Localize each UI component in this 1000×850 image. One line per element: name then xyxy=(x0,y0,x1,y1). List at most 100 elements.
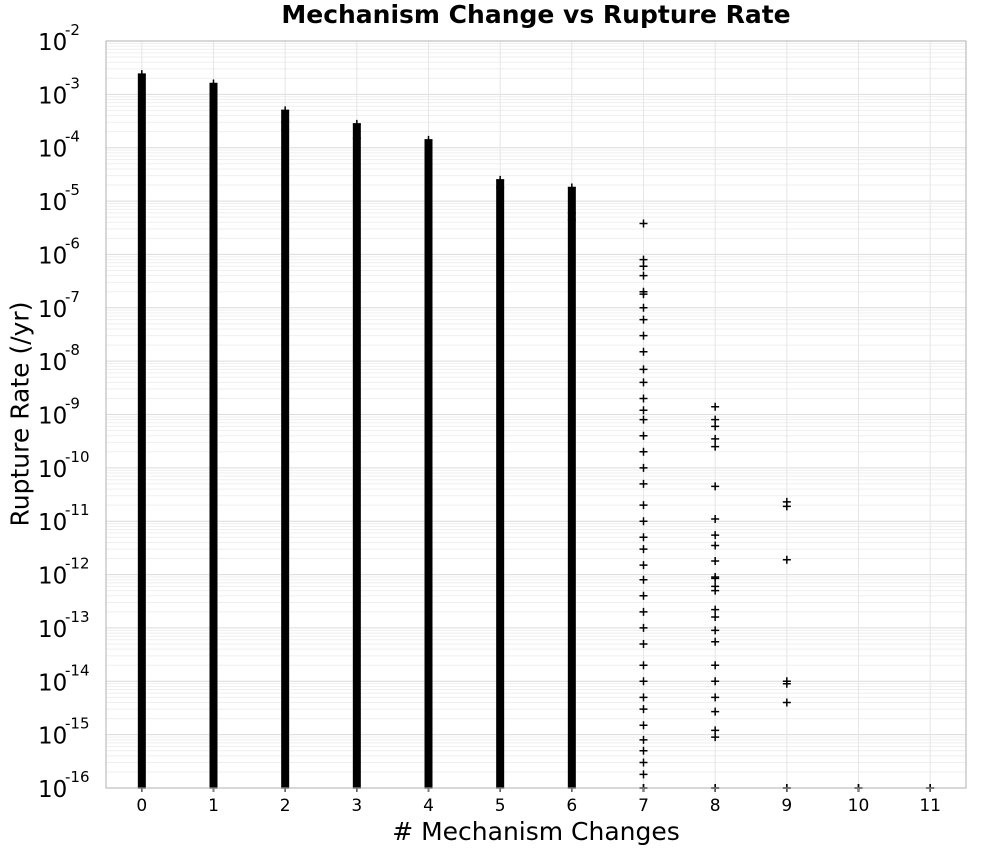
series-column-1 xyxy=(209,79,218,792)
data-point xyxy=(639,677,648,686)
y-tick-label: 10-2 xyxy=(38,21,80,56)
y-tick-label: 10-6 xyxy=(38,234,80,269)
data-point xyxy=(639,693,648,702)
x-tick-label: 8 xyxy=(710,796,721,816)
series-column-5 xyxy=(496,175,505,792)
data-point xyxy=(639,262,648,271)
chart-title: Mechanism Change vs Rupture Rate xyxy=(281,0,791,29)
y-tick-exponent: -15 xyxy=(65,715,90,733)
series-column-4 xyxy=(424,135,433,792)
y-tick-label: 10-12 xyxy=(38,555,90,590)
data-point xyxy=(639,378,648,387)
data-point xyxy=(782,555,791,564)
data-point xyxy=(711,574,720,583)
data-point xyxy=(639,623,648,632)
data-point xyxy=(639,255,648,264)
data-point xyxy=(711,531,720,540)
y-tick-base: 10 xyxy=(38,243,67,269)
data-point xyxy=(639,575,648,584)
y-tick-label: 10-10 xyxy=(38,448,90,483)
dense-point-band xyxy=(567,187,576,789)
y-axis-label: Rupture Rate (/yr) xyxy=(5,301,35,527)
data-point xyxy=(496,183,505,192)
data-point xyxy=(711,661,720,670)
grid-lines xyxy=(106,41,966,789)
data-point xyxy=(711,626,720,635)
data-points xyxy=(137,70,935,792)
data-point xyxy=(639,533,648,542)
data-point xyxy=(711,677,720,686)
data-point xyxy=(639,431,648,440)
data-point xyxy=(639,447,648,456)
data-point xyxy=(711,605,720,614)
data-point xyxy=(711,482,720,491)
data-point xyxy=(209,79,218,88)
plot-area-frame xyxy=(105,40,967,789)
data-point xyxy=(281,106,290,115)
data-point xyxy=(639,561,648,570)
y-tick-exponent: -9 xyxy=(65,395,80,413)
data-point xyxy=(567,215,576,224)
data-point xyxy=(639,746,648,755)
data-point xyxy=(711,637,720,646)
data-point xyxy=(711,402,720,411)
x-tick-label: 2 xyxy=(280,796,291,816)
data-point xyxy=(639,705,648,714)
y-tick-label: 10-16 xyxy=(38,768,90,803)
y-tick-base: 10 xyxy=(38,510,67,536)
y-tick-base: 10 xyxy=(38,457,67,483)
data-point xyxy=(639,770,648,779)
y-tick-base: 10 xyxy=(38,190,67,216)
data-point xyxy=(782,502,791,511)
data-point xyxy=(639,545,648,554)
y-tick-exponent: -14 xyxy=(65,661,90,679)
dense-point-band xyxy=(352,123,361,788)
data-point xyxy=(209,111,218,120)
y-tick-label: 10-9 xyxy=(38,395,80,430)
y-tick-label: 10-15 xyxy=(38,715,90,750)
data-point xyxy=(639,479,648,488)
data-point xyxy=(711,442,720,451)
x-tick-label: 5 xyxy=(495,796,506,816)
data-point xyxy=(639,517,648,526)
y-tick-label: 10-14 xyxy=(38,661,90,696)
data-point xyxy=(639,219,648,228)
data-point xyxy=(711,707,720,716)
y-tick-label: 10-13 xyxy=(38,608,90,643)
data-point xyxy=(639,303,648,312)
data-point xyxy=(711,556,720,565)
y-tick-exponent: -11 xyxy=(65,501,90,519)
data-point xyxy=(711,422,720,431)
data-point xyxy=(639,758,648,767)
x-tick-label: 9 xyxy=(781,796,792,816)
y-tick-exponent: -6 xyxy=(65,234,80,252)
data-point xyxy=(711,515,720,524)
y-tick-base: 10 xyxy=(38,83,67,109)
data-point xyxy=(352,119,361,128)
dense-point-band xyxy=(496,179,505,788)
series-column-0 xyxy=(137,70,146,792)
y-tick-label: 10-7 xyxy=(38,288,80,323)
y-tick-exponent: -8 xyxy=(65,341,80,359)
series-column-7 xyxy=(639,219,648,792)
y-axis-ticks: 10-1610-1510-1410-1310-1210-1110-1010-91… xyxy=(38,21,90,803)
y-tick-base: 10 xyxy=(38,30,67,56)
x-tick-label: 7 xyxy=(638,796,649,816)
y-tick-base: 10 xyxy=(38,617,67,643)
data-point xyxy=(496,175,505,184)
data-point xyxy=(711,693,720,702)
data-point xyxy=(711,434,720,443)
data-point xyxy=(639,394,648,403)
data-point xyxy=(639,315,648,324)
y-tick-base: 10 xyxy=(38,297,67,323)
y-tick-base: 10 xyxy=(38,404,67,430)
y-tick-base: 10 xyxy=(38,564,67,590)
dense-point-band xyxy=(424,139,433,789)
data-point xyxy=(711,586,720,595)
data-point xyxy=(711,613,720,622)
y-tick-base: 10 xyxy=(38,724,67,750)
x-tick-label: 0 xyxy=(136,796,147,816)
data-point xyxy=(639,347,648,356)
data-point xyxy=(639,271,648,280)
data-point xyxy=(782,679,791,688)
